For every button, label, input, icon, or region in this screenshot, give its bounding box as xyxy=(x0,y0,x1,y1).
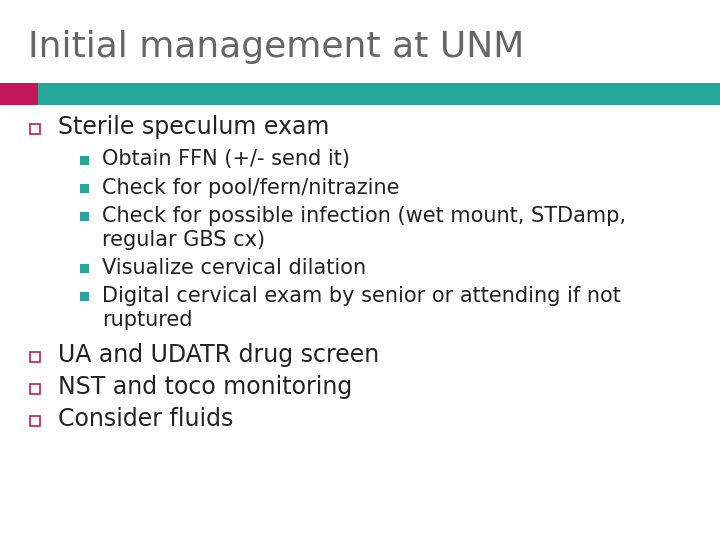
Bar xyxy=(30,352,40,362)
Bar xyxy=(30,416,40,426)
Bar xyxy=(30,384,40,394)
Text: regular GBS cx): regular GBS cx) xyxy=(102,230,265,249)
Text: Visualize cervical dilation: Visualize cervical dilation xyxy=(102,258,366,278)
Bar xyxy=(0,83,38,105)
Text: UA and UDATR drug screen: UA and UDATR drug screen xyxy=(58,343,379,367)
Bar xyxy=(30,124,40,134)
Bar xyxy=(80,264,89,273)
Text: Obtain FFN (+/- send it): Obtain FFN (+/- send it) xyxy=(102,150,350,170)
Text: Digital cervical exam by senior or attending if not: Digital cervical exam by senior or atten… xyxy=(102,286,621,306)
Text: ruptured: ruptured xyxy=(102,309,192,329)
Bar xyxy=(80,156,89,165)
Text: Check for possible infection (wet mount, STDamp,: Check for possible infection (wet mount,… xyxy=(102,206,626,226)
Text: NST and toco monitoring: NST and toco monitoring xyxy=(58,375,352,399)
Text: Consider fluids: Consider fluids xyxy=(58,407,233,431)
Text: Sterile speculum exam: Sterile speculum exam xyxy=(58,115,329,139)
Bar xyxy=(80,184,89,193)
Bar xyxy=(38,83,720,105)
Text: Initial management at UNM: Initial management at UNM xyxy=(28,30,524,64)
Bar xyxy=(80,292,89,301)
Text: Check for pool/fern/nitrazine: Check for pool/fern/nitrazine xyxy=(102,178,400,198)
Bar xyxy=(80,212,89,221)
